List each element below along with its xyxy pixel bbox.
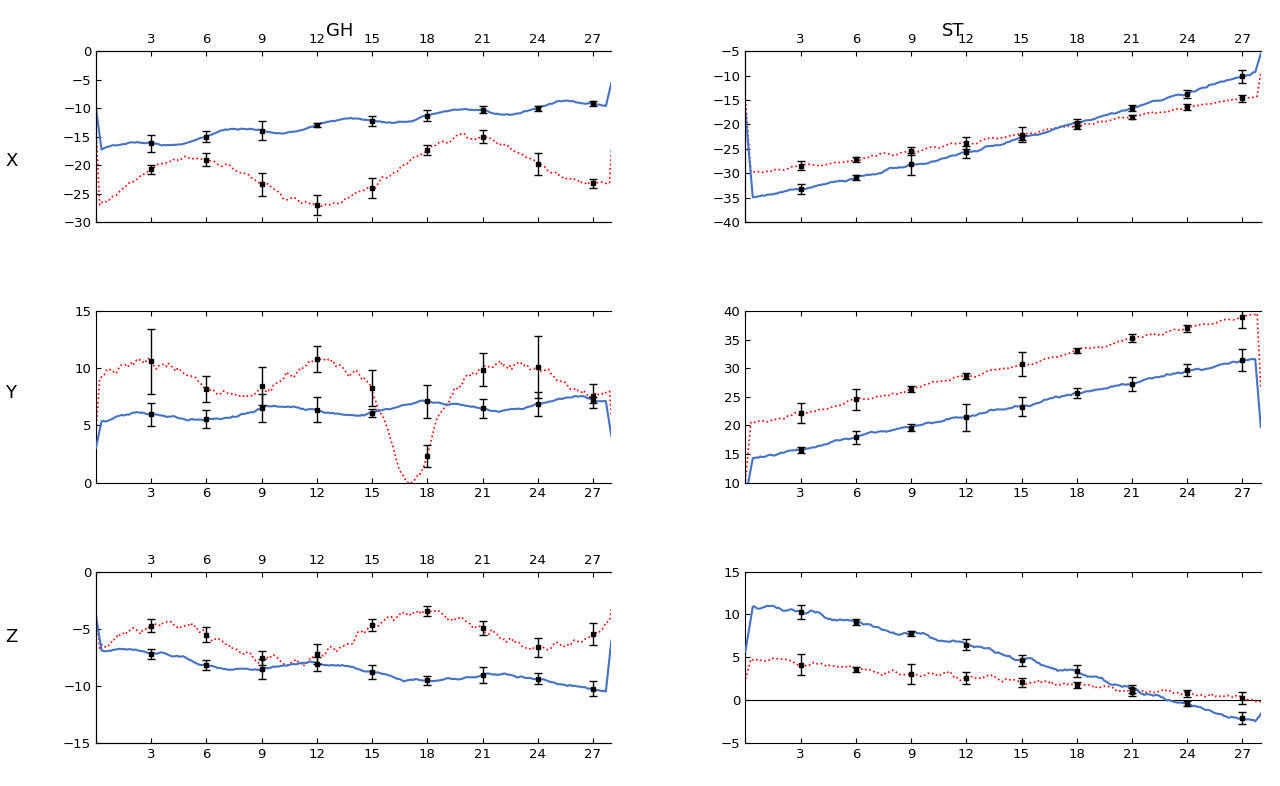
Text: Y: Y <box>5 384 17 402</box>
Text: X: X <box>5 152 18 170</box>
Text: GH: GH <box>325 22 353 40</box>
Text: ST: ST <box>942 22 965 40</box>
Text: Z: Z <box>5 628 18 645</box>
